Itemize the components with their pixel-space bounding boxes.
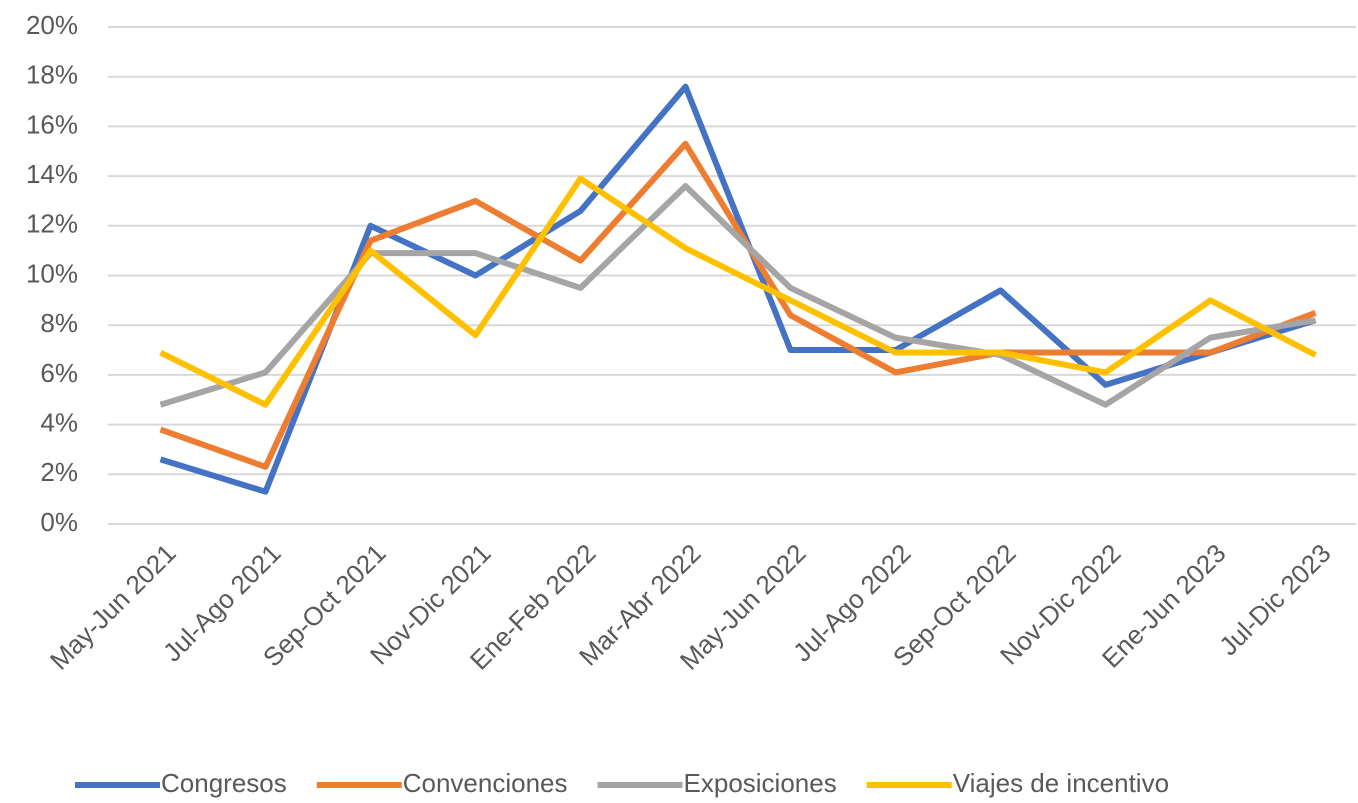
y-tick-label: 0% bbox=[40, 507, 78, 537]
y-tick-label: 8% bbox=[40, 308, 78, 338]
legend-label: Congresos bbox=[161, 768, 287, 798]
legend-label: Convenciones bbox=[403, 768, 568, 798]
series-line bbox=[159, 175, 1317, 408]
x-tick-label: May-Jun 2021 bbox=[44, 538, 182, 676]
y-tick-label: 16% bbox=[26, 109, 78, 139]
x-tick-label: Jul-Dic 2023 bbox=[1213, 538, 1336, 661]
legend-label: Viajes de incentivo bbox=[953, 768, 1169, 798]
y-tick-label: 10% bbox=[26, 258, 78, 288]
y-tick-label: 12% bbox=[26, 209, 78, 239]
legend-label: Exposiciones bbox=[684, 768, 837, 798]
series-line bbox=[159, 83, 1317, 495]
y-tick-label: 4% bbox=[40, 407, 78, 437]
y-tick-label: 6% bbox=[40, 358, 78, 388]
y-tick-label: 18% bbox=[26, 60, 78, 90]
y-tick-label: 2% bbox=[40, 457, 78, 487]
y-tick-label: 20% bbox=[26, 10, 78, 40]
y-tick-label: 14% bbox=[26, 159, 78, 189]
